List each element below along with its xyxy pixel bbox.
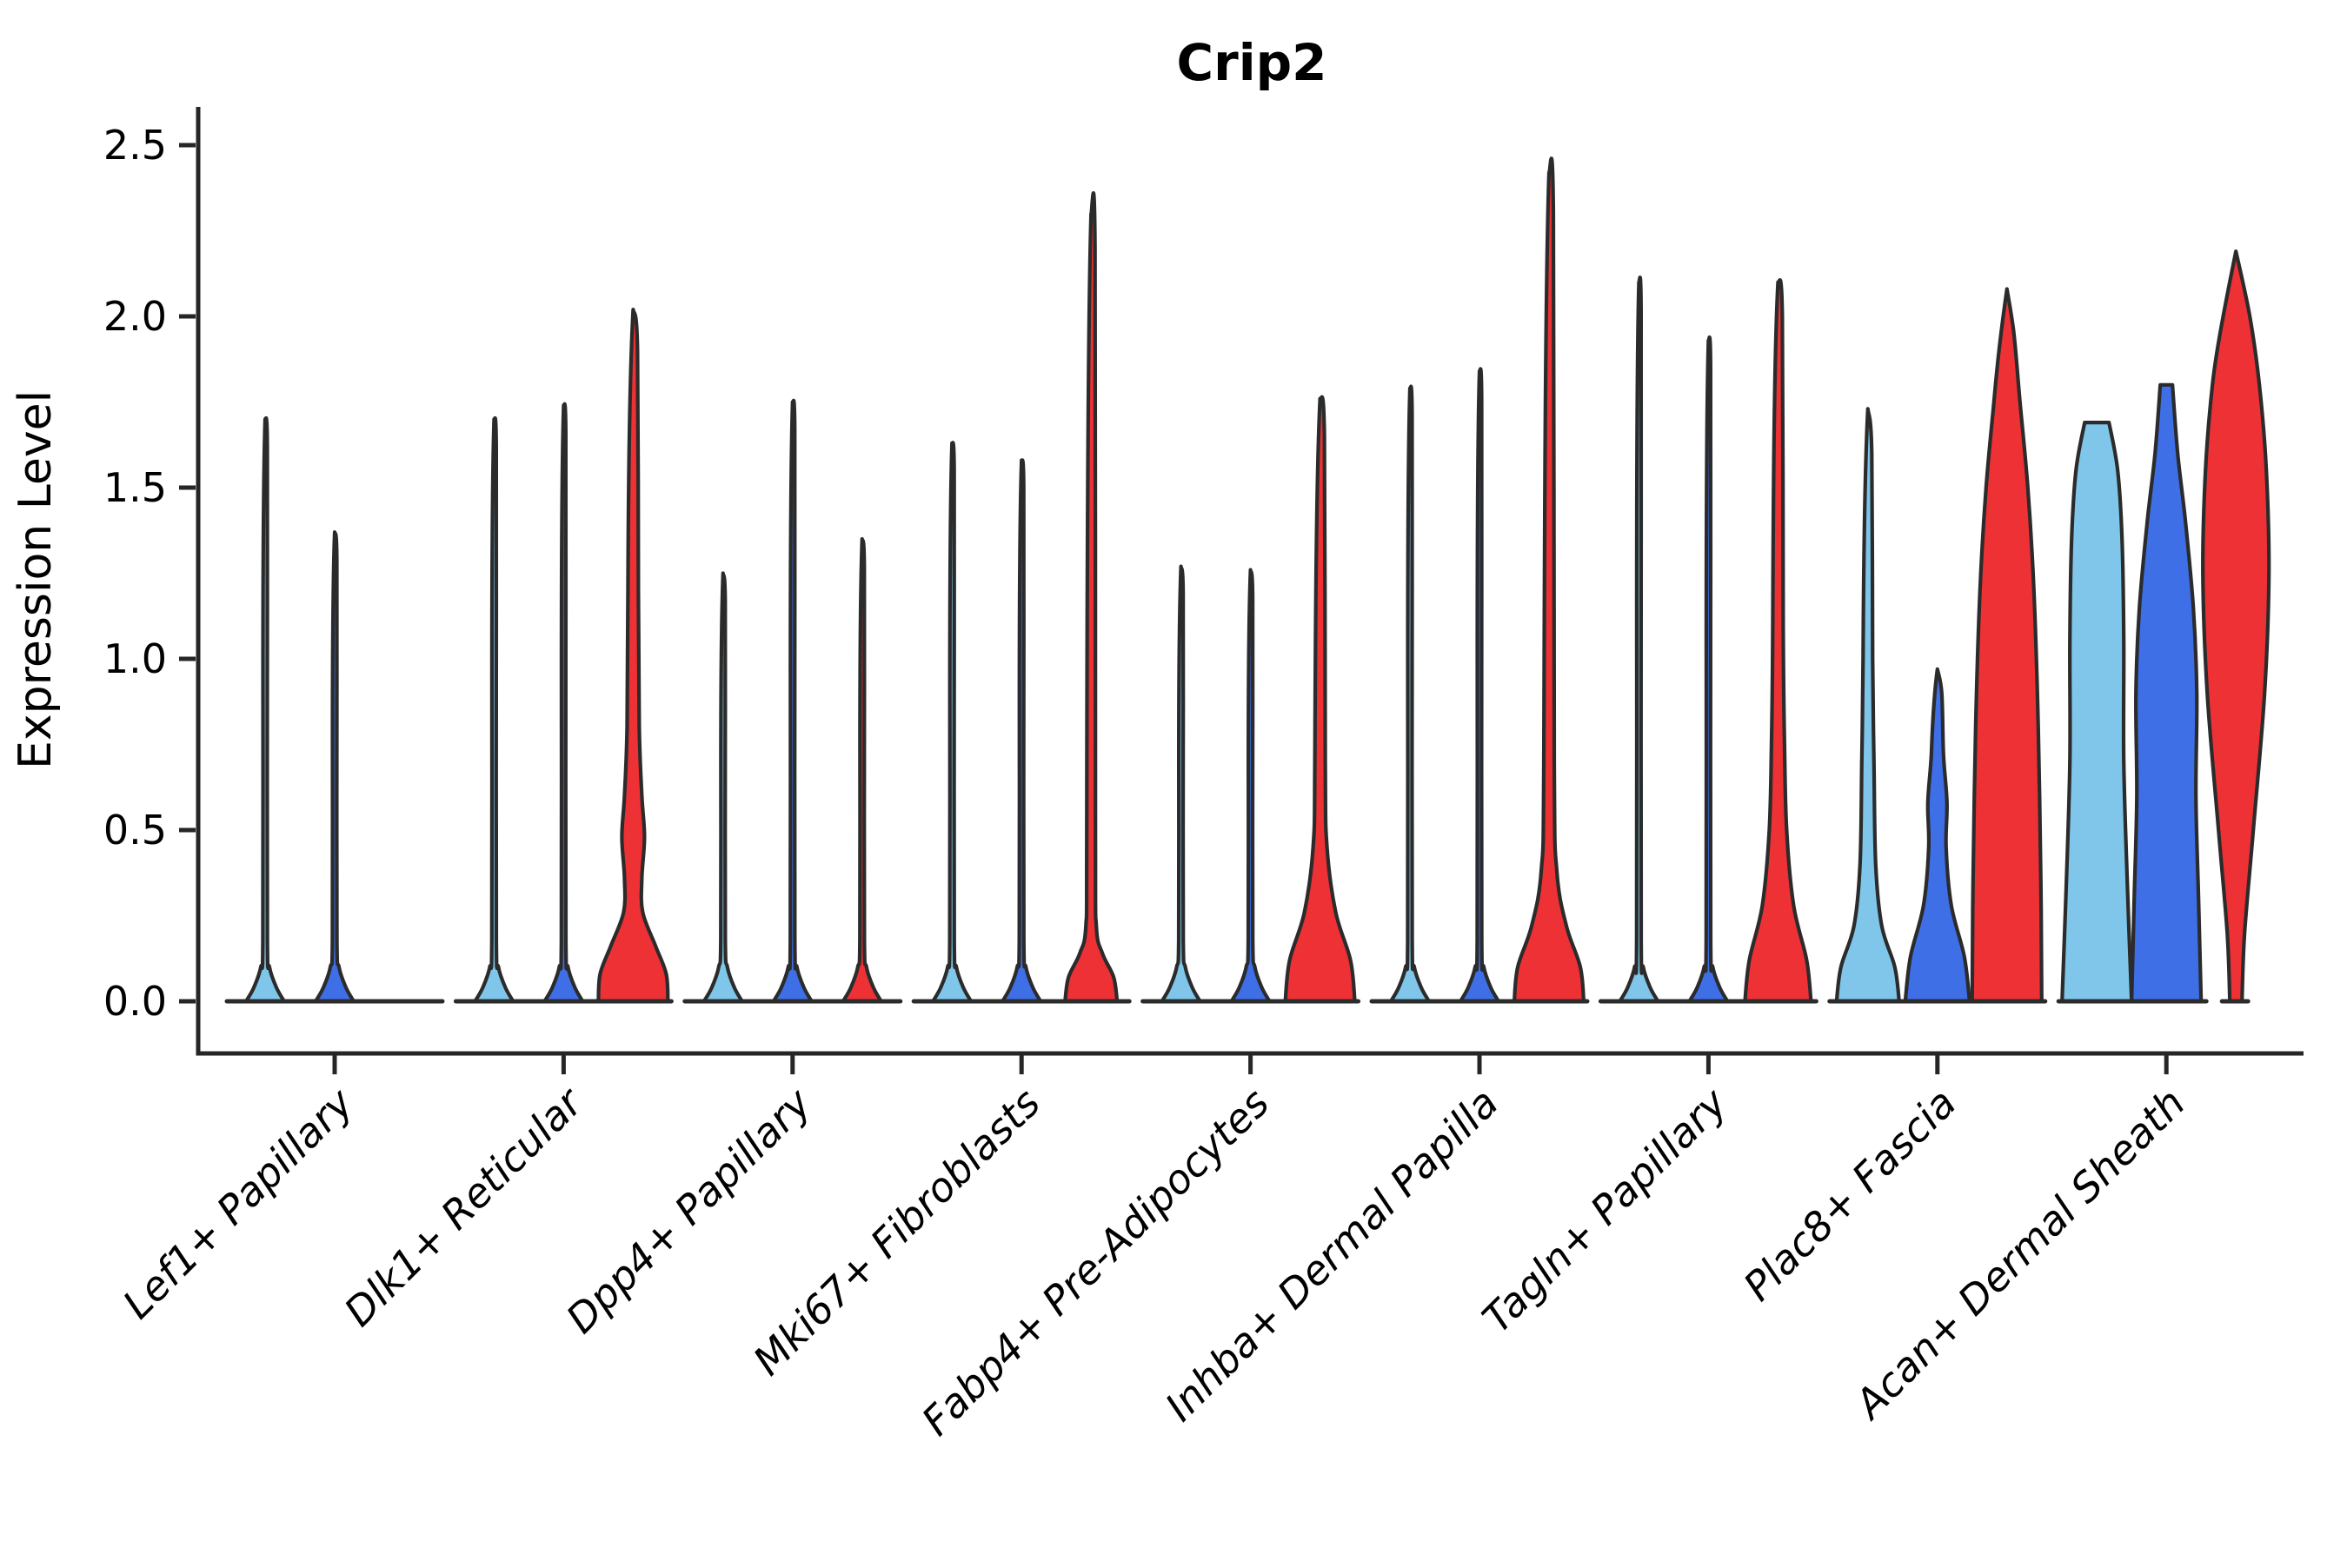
x-tick-label: Lef1+ Papillary [114, 1079, 362, 1327]
violin-mki67-s1 [931, 441, 974, 1004]
y-tick-label: 2.5 [103, 122, 167, 169]
violin-fabp4-s1 [1160, 564, 1202, 1004]
violin-lef1-s1 [243, 415, 287, 1004]
violin-dpp4-s3 [841, 537, 883, 1004]
plot-title: Crip2 [1177, 33, 1327, 92]
violin-tagln-s2 [1687, 335, 1730, 1004]
violin-fabp4-s2 [1229, 568, 1272, 1004]
violin-dpp4-s2 [771, 398, 814, 1004]
violin-inhba-s3 [1512, 156, 1586, 1004]
violin-dlk1-s1 [473, 415, 515, 1004]
violin-acan-s1 [2060, 421, 2134, 1004]
y-tick-label: 1.0 [103, 635, 167, 682]
violin-mki67-s3 [1063, 191, 1120, 1004]
violin-acan-s2 [2130, 382, 2204, 1004]
violin-acan-s3 [2201, 249, 2271, 1004]
violins-layer [243, 156, 2271, 1004]
violin-inhba-s1 [1388, 384, 1432, 1004]
violin-plac8-s3 [1970, 287, 2044, 1004]
violin-fabp4-s3 [1283, 395, 1357, 1004]
violin-mki67-s2 [1001, 458, 1043, 1004]
violin-tagln-s1 [1618, 276, 1660, 1004]
violin-inhba-s2 [1458, 367, 1501, 1004]
y-axis-ticks: 0.0 0.5 1.0 1.5 2.0 2.5 [103, 122, 196, 1025]
y-tick-label: 1.5 [103, 464, 167, 511]
violin-dlk1-s3 [596, 308, 670, 1004]
x-tick-label: Tagln+ Papillary [1473, 1079, 1737, 1342]
y-tick-label: 0.0 [103, 978, 167, 1025]
x-tick-label: Dpp4+ Papillary [557, 1079, 821, 1342]
y-tick-label: 0.5 [103, 807, 167, 854]
violin-dpp4-s1 [701, 571, 744, 1004]
violin-plac8-s2 [1903, 667, 1971, 1004]
violin-plac8-s1 [1834, 407, 1901, 1004]
y-tick-label: 2.0 [103, 293, 167, 340]
y-axis-label: Expression Level [10, 390, 62, 769]
violin-tagln-s3 [1743, 277, 1813, 1004]
x-tick-label: Dlk1+ Reticular [336, 1077, 594, 1335]
violin-lef1-s2 [313, 530, 356, 1004]
x-tick-label: Plac8+ Fascia [1734, 1080, 1965, 1310]
violin-dlk1-s2 [542, 402, 585, 1004]
